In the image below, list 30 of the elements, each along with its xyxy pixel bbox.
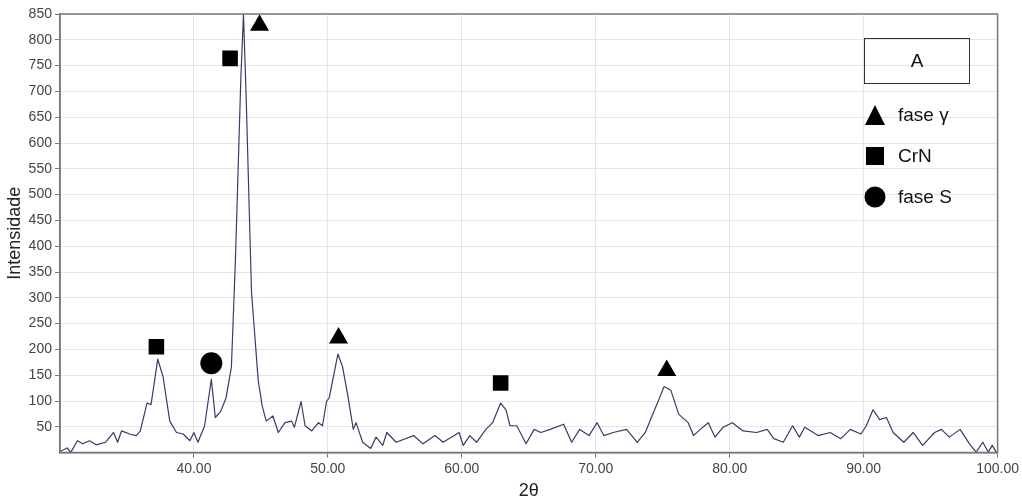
y-tick-label: 300 <box>28 288 53 305</box>
y-tick-label: 400 <box>28 237 53 254</box>
y-tick-label: 500 <box>28 185 53 202</box>
x-tick-label: 90.00 <box>846 459 882 476</box>
x-tick-label: 50.00 <box>310 459 346 476</box>
y-tick-label: 100 <box>28 391 53 408</box>
y-tick-label: 350 <box>28 262 53 279</box>
legend-label: fase S <box>898 185 952 208</box>
x-tick-label: 40.00 <box>176 459 212 476</box>
y-tick-label: 150 <box>28 366 53 383</box>
y-tick-label: 550 <box>28 159 53 176</box>
y-tick-label: 250 <box>28 314 53 331</box>
y-tick-label: 700 <box>28 82 53 99</box>
y-tick-label: 200 <box>28 340 53 357</box>
y-tick-label: 600 <box>28 133 53 150</box>
x-tick-label: 100.00 <box>976 459 1020 476</box>
x-tick-label: 80.00 <box>712 459 748 476</box>
y-tick-label: 800 <box>28 30 53 47</box>
legend-label: fase γ <box>898 103 949 126</box>
x-axis-title: 2θ <box>518 480 539 501</box>
y-tick-label: 50 <box>36 417 53 434</box>
legend-title: A <box>864 38 970 84</box>
x-tick-label: 60.00 <box>444 459 480 476</box>
legend-label: CrN <box>898 144 932 167</box>
y-tick-label: 450 <box>28 211 53 228</box>
y-tick-label: 650 <box>28 108 53 125</box>
y-axis-title: Intensidade <box>3 186 24 280</box>
y-tick-label: 750 <box>28 56 53 73</box>
y-tick-label: 850 <box>28 4 53 21</box>
x-tick-label: 70.00 <box>578 459 614 476</box>
